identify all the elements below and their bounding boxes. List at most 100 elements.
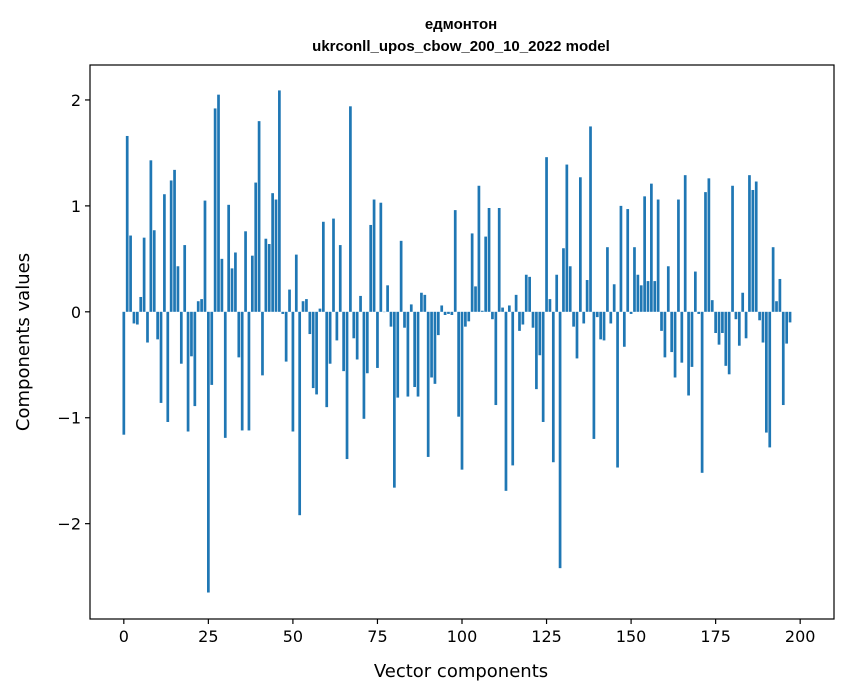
bar-67	[349, 106, 352, 312]
bar-42	[264, 238, 268, 312]
bar-132	[568, 266, 572, 312]
bar-127	[551, 311, 555, 463]
x-axis-label: Vector components	[374, 661, 548, 682]
bar-193	[775, 301, 778, 312]
bar-33	[234, 252, 237, 312]
bar-96	[447, 311, 450, 314]
y-tick-label: 0	[71, 303, 81, 322]
bar-100	[460, 311, 464, 470]
bar-89	[423, 294, 427, 312]
bar-26	[210, 311, 214, 385]
bar-104	[474, 286, 477, 312]
bar-7	[146, 311, 149, 343]
bar-60	[325, 311, 329, 408]
bar-36	[244, 231, 247, 312]
bar-130	[562, 248, 565, 312]
bar-102	[467, 311, 471, 322]
bar-64	[338, 245, 342, 312]
bar-122	[535, 311, 538, 390]
bar-117	[518, 311, 521, 331]
bar-189	[761, 311, 765, 343]
bar-167	[687, 311, 690, 396]
bar-139	[592, 311, 596, 439]
bar-194	[778, 278, 782, 312]
bar-48	[284, 311, 288, 362]
bar-51	[294, 254, 298, 312]
bar-25	[207, 311, 210, 593]
plot-frame	[89, 64, 835, 620]
bar-19	[186, 311, 190, 432]
bar-81	[396, 311, 400, 398]
bar-143	[606, 247, 609, 312]
bar-58	[318, 308, 322, 312]
x-tick-label: 25	[198, 627, 218, 646]
bar-46	[278, 90, 281, 312]
bar-30	[223, 311, 227, 438]
bar-121	[531, 311, 535, 328]
chart-title-line2: ukrconll_upos_cbow_200_10_2022 model	[312, 38, 610, 55]
bar-153	[639, 285, 643, 312]
bar-27	[213, 108, 217, 312]
bar-93	[436, 311, 440, 336]
bar-116	[514, 294, 518, 312]
bar-145	[612, 284, 616, 312]
bar-190	[765, 311, 768, 433]
bar-154	[643, 196, 646, 312]
y-tick-label: −2	[57, 515, 81, 534]
bar-28	[217, 94, 220, 312]
x-tick-label: 100	[447, 627, 478, 646]
bar-12	[163, 194, 166, 312]
bar-79	[389, 311, 393, 327]
bar-37	[247, 311, 251, 431]
bar-22	[196, 301, 200, 312]
bar-191	[768, 311, 772, 448]
bar-1	[125, 135, 129, 312]
bar-192	[771, 247, 775, 312]
bar-185	[748, 175, 751, 312]
bar-119	[524, 274, 528, 312]
bar-182	[737, 311, 741, 346]
x-tick-label: 200	[785, 627, 816, 646]
bar-179	[727, 311, 731, 375]
x-tick-label: 75	[367, 627, 387, 646]
bar-99	[457, 311, 460, 417]
x-axis-ticks: 0 25 50 75 100 125 150 175 200	[119, 619, 816, 646]
bar-23	[200, 299, 203, 312]
bar-82	[399, 240, 403, 312]
bar-65	[342, 311, 345, 372]
bar-112	[501, 307, 504, 312]
x-tick-label: 125	[531, 627, 562, 646]
bar-11	[159, 311, 163, 403]
bar-164	[677, 199, 680, 312]
bar-173	[707, 178, 711, 312]
bar-128	[555, 274, 559, 312]
bar-163	[673, 311, 677, 378]
bar-178	[724, 311, 728, 366]
bar-74	[372, 199, 376, 312]
bar-161	[666, 266, 670, 312]
bar-66	[345, 311, 349, 460]
bar-134	[575, 311, 579, 359]
bar-70	[359, 295, 362, 312]
bar-group	[122, 90, 792, 593]
bar-152	[636, 274, 640, 312]
bar-171	[700, 311, 704, 473]
bar-156	[650, 183, 653, 312]
bar-8	[149, 160, 153, 312]
bar-76	[379, 202, 383, 312]
y-axis-ticks: −2 −1 0 1 2	[57, 91, 90, 534]
x-tick-label: 150	[616, 627, 647, 646]
bar-32	[230, 268, 234, 312]
bar-114	[507, 305, 511, 312]
bar-174	[710, 300, 714, 312]
bar-45	[274, 199, 278, 312]
bar-75	[376, 311, 379, 368]
bar-3	[132, 311, 136, 324]
x-tick-label: 0	[119, 627, 129, 646]
bar-41	[261, 311, 264, 376]
bar-187	[754, 181, 758, 312]
bar-162	[670, 311, 674, 353]
bar-137	[585, 280, 589, 312]
bar-16	[176, 266, 180, 312]
